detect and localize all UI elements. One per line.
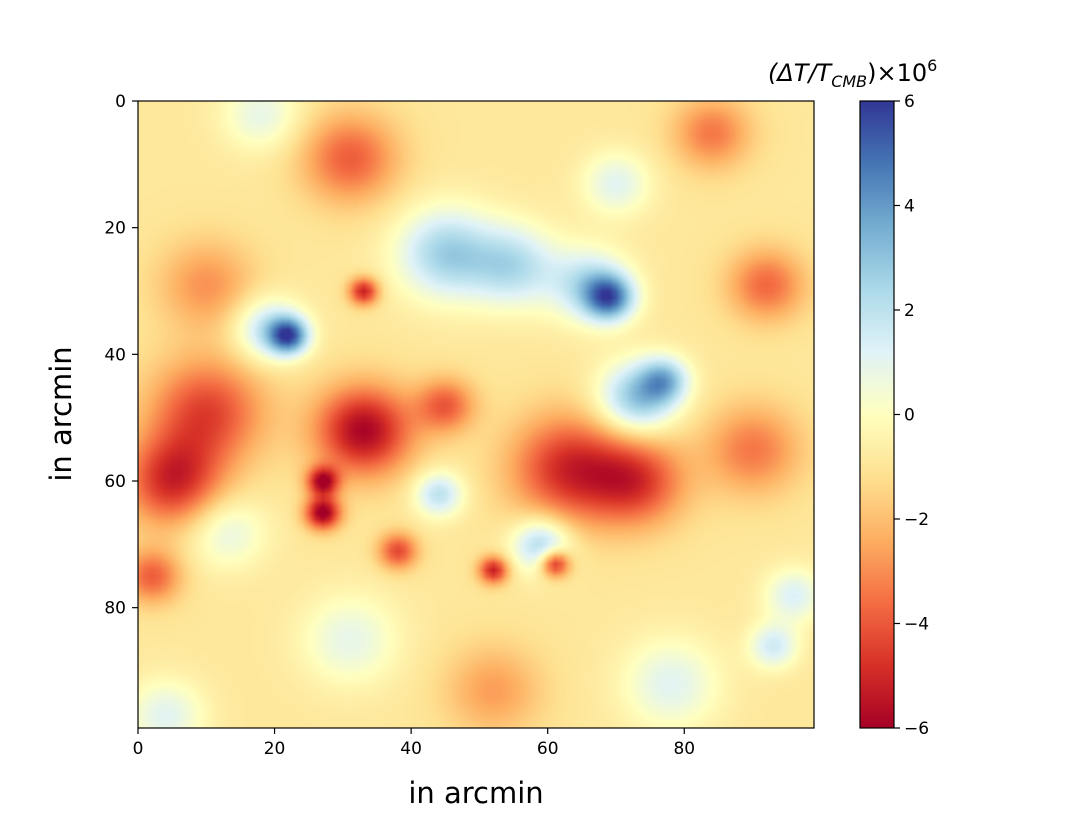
- heatmap-image: [138, 101, 814, 728]
- x-tick-label: 0: [133, 739, 144, 759]
- colorbar-tick-label: 4: [904, 197, 915, 217]
- colorbar-title-subscript: CMB: [831, 72, 867, 91]
- colorbar-title-middle: )×10: [867, 59, 927, 87]
- x-tick-label: 80: [673, 739, 695, 759]
- colorbar-tick-label: −6: [904, 719, 929, 739]
- colorbar-title-superscript: 6: [927, 56, 937, 75]
- heatmap-container: [138, 101, 814, 728]
- colorbar-gradient: [860, 101, 894, 728]
- x-axis-label: in arcmin: [408, 776, 543, 810]
- y-tick-label: 0: [115, 92, 126, 112]
- colorbar-tick-label: −2: [904, 510, 929, 530]
- y-axis-ticks: 0 20 40 60 80: [104, 92, 138, 619]
- x-tick-label: 40: [400, 739, 422, 759]
- y-tick-label: 80: [104, 599, 126, 619]
- colorbar-tick-label: 2: [904, 301, 915, 321]
- colorbar-title: (ΔT/TCMB)×106: [768, 56, 937, 91]
- heatmap-plot: [137, 100, 815, 729]
- y-tick-label: 20: [104, 219, 126, 239]
- colorbar-tick-label: −4: [904, 615, 929, 635]
- colorbar-tick-label: 6: [904, 92, 915, 112]
- colorbar-title-prefix: (ΔT/T: [768, 59, 834, 87]
- x-tick-label: 20: [264, 739, 286, 759]
- x-axis-ticks: 0 20 40 60 80: [133, 728, 695, 759]
- plot-frame: [137, 100, 815, 729]
- y-tick-label: 60: [104, 472, 126, 492]
- y-axis-label: in arcmin: [44, 346, 78, 481]
- x-tick-label: 60: [537, 739, 559, 759]
- colorbar-tick-label: 0: [904, 406, 915, 426]
- y-tick-label: 40: [104, 345, 126, 365]
- colorbar-ticks: −6 −4 −2 0 2 4 6: [894, 92, 929, 739]
